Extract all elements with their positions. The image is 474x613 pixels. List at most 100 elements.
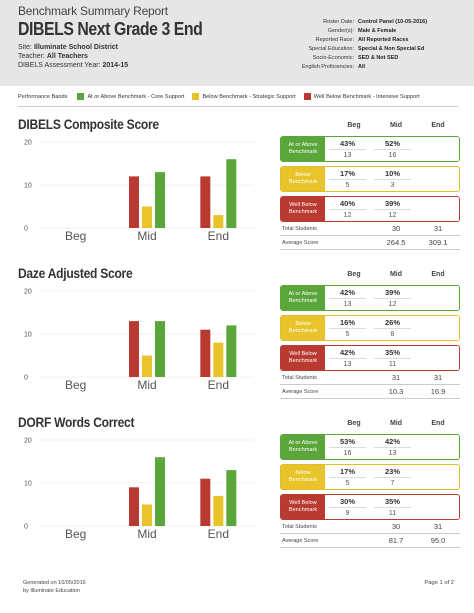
band-table: Beg Mid End At or Above Benchmark 42% 13 3… xyxy=(280,269,460,399)
y-tick-label: 0 xyxy=(24,524,28,531)
bar xyxy=(226,159,237,228)
bar xyxy=(155,172,165,228)
legend-swatch xyxy=(303,93,311,100)
year-line: DIBELS Assessment Year: 2014-15 xyxy=(18,61,228,70)
filter-row: Reported Race: All Reported Races xyxy=(290,36,470,45)
x-category-label: Mid xyxy=(137,378,156,392)
mid-percent: 17% xyxy=(329,466,366,478)
section-title: DORF Words Correct xyxy=(18,414,135,430)
mid-percent: 42% xyxy=(329,347,366,359)
avg-mid: 10.3 xyxy=(388,387,404,396)
x-category-label: Beg xyxy=(65,229,86,243)
column-header: End xyxy=(431,122,445,129)
total-end: 31 xyxy=(433,224,443,233)
end-cell: 42% 13 xyxy=(370,435,415,459)
mid-count: 13 xyxy=(343,151,352,159)
y-tick-label: 0 xyxy=(24,226,28,233)
filter-value: Control Panel (10-05-2016) xyxy=(358,19,428,25)
total-label: Total Students xyxy=(282,374,317,381)
band-label: Below Benchmark xyxy=(281,167,325,191)
y-tick-label: 20 xyxy=(24,289,32,296)
report-subtitle: Benchmark Summary Report xyxy=(18,4,168,18)
mid-cell: 43% 13 xyxy=(325,137,370,161)
avg-label: Average Score xyxy=(282,537,319,544)
band-table: Beg Mid End At or Above Benchmark 43% 13 5… xyxy=(280,120,460,250)
mid-count: 13 xyxy=(343,360,352,368)
mid-cell: 53% 16 xyxy=(325,435,370,459)
header-spacer xyxy=(280,418,333,430)
mid-cell: 30% 9 xyxy=(325,495,370,519)
filter-row: Roster Date: Control Panel (10-05-2016) xyxy=(290,18,470,27)
total-students-row: Total Students 30 31 xyxy=(280,520,460,534)
legend-label: At or Above Benchmark - Core Support xyxy=(87,93,185,100)
bar xyxy=(226,470,237,526)
column-header: Beg xyxy=(347,420,361,427)
header-spacer xyxy=(280,120,333,132)
legend-swatch xyxy=(192,93,200,100)
end-percent: 42% xyxy=(374,436,411,448)
column-header: Beg xyxy=(347,122,361,129)
bar xyxy=(129,487,139,526)
year-label: DIBELS Assessment Year: xyxy=(18,62,101,69)
end-cell: 39% 12 xyxy=(370,197,415,221)
filter-row: English Proficiencies: All xyxy=(290,63,470,72)
bar xyxy=(200,176,211,228)
generated-date: Generated on 10/05/2016 xyxy=(23,580,86,586)
end-cell: 23% 7 xyxy=(370,465,415,489)
mid-count: 16 xyxy=(343,449,352,457)
mid-percent: 30% xyxy=(329,496,366,508)
avg-end: 309.1 xyxy=(428,238,448,247)
end-percent: 35% xyxy=(374,496,411,508)
average-score-row: Average Score 81.7 95.0 xyxy=(280,534,460,548)
mid-percent: 16% xyxy=(329,317,366,329)
total-mid: 30 xyxy=(391,224,401,233)
y-tick-label: 10 xyxy=(24,332,32,339)
end-count: 3 xyxy=(390,181,395,189)
average-score-row: Average Score 10.3 16.9 xyxy=(280,385,460,399)
band-label: At or Above Benchmark xyxy=(281,286,325,310)
filter-row: Special Education: Special & Non Special … xyxy=(290,45,470,54)
bar-chart: 0 10 20 Beg Mid End xyxy=(18,134,258,244)
band-label: At or Above Benchmark xyxy=(281,435,325,459)
report-header-left: Benchmark Summary Report DIBELS Next Gra… xyxy=(18,4,228,70)
mid-count: 9 xyxy=(345,509,350,517)
legend-item: Below Benchmark - Strategic Support xyxy=(192,93,296,100)
mid-count: 5 xyxy=(345,479,350,487)
band-cells: 40% 12 39% 12 xyxy=(325,197,459,221)
end-percent: 52% xyxy=(374,138,411,150)
x-category-label: Beg xyxy=(65,378,86,392)
avg-mid: 264.5 xyxy=(386,238,406,247)
header-spacer xyxy=(280,269,333,281)
end-percent: 10% xyxy=(374,168,411,180)
x-category-label: Mid xyxy=(137,229,156,243)
band-cells: 53% 16 42% 13 xyxy=(325,435,459,459)
mid-count: 5 xyxy=(345,181,350,189)
band-row: Well Below Benchmark 40% 12 39% 12 xyxy=(280,196,460,222)
bar xyxy=(213,342,224,377)
bar-chart-svg: 0 10 20 Beg Mid End xyxy=(24,289,254,392)
end-cell: 26% 8 xyxy=(370,316,415,340)
bar-chart-svg: 0 10 20 Beg Mid End xyxy=(24,438,254,541)
band-cells: 16% 5 26% 8 xyxy=(325,316,459,340)
table-header: Beg Mid End xyxy=(280,269,460,281)
average-score-row: Average Score 264.5 309.1 xyxy=(280,236,460,250)
end-count: 11 xyxy=(388,360,397,368)
bar-chart: 0 10 20 Beg Mid End xyxy=(18,432,258,542)
x-category-label: Mid xyxy=(137,527,156,541)
legend-item: Well Below Benchmark - Intensive Support xyxy=(303,93,420,100)
band-row: Below Benchmark 16% 5 26% 8 xyxy=(280,315,460,341)
band-row: At or Above Benchmark 42% 13 39% 12 xyxy=(280,285,460,311)
y-tick-label: 10 xyxy=(24,183,32,190)
section-title: Daze Adjusted Score xyxy=(18,265,133,281)
band-cells: 42% 13 35% 11 xyxy=(325,346,459,370)
band-cells: 42% 13 39% 12 xyxy=(325,286,459,310)
total-label: Total Students xyxy=(282,225,317,232)
filter-key: Reported Race: xyxy=(315,37,354,43)
band-cells: 17% 5 10% 3 xyxy=(325,167,459,191)
end-cell: 52% 16 xyxy=(370,137,415,161)
y-tick-label: 10 xyxy=(24,481,32,488)
mid-percent: 53% xyxy=(329,436,366,448)
site-value: Illuminate School District xyxy=(33,44,118,51)
x-category-label: End xyxy=(208,527,229,541)
filter-key: Gender(s): xyxy=(327,28,354,34)
